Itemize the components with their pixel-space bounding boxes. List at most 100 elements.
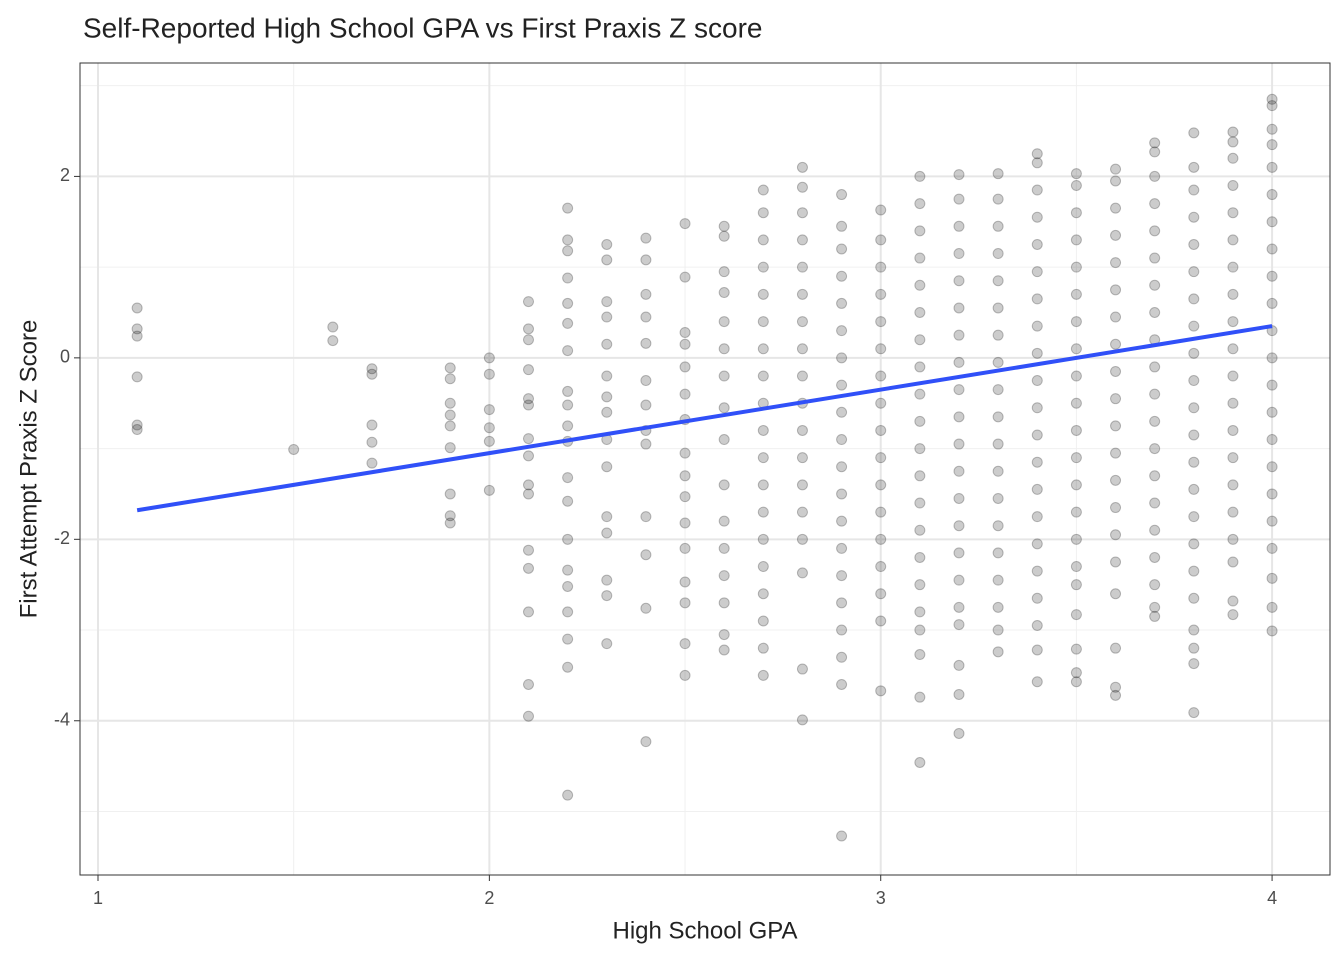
point — [1227, 288, 1239, 300]
point — [1266, 572, 1278, 584]
point — [953, 248, 965, 260]
point — [1227, 152, 1239, 164]
point — [1266, 379, 1278, 391]
point — [679, 638, 691, 650]
point — [1031, 375, 1043, 387]
point — [875, 588, 887, 600]
point — [914, 225, 926, 237]
point — [875, 615, 887, 627]
point — [718, 402, 730, 414]
point — [1070, 168, 1082, 180]
point — [1149, 279, 1161, 291]
point — [992, 492, 1004, 504]
point — [796, 452, 808, 464]
point — [1188, 347, 1200, 359]
point — [992, 248, 1004, 260]
point — [875, 424, 887, 436]
point — [1070, 506, 1082, 518]
point — [640, 438, 652, 450]
x-tick-label: 3 — [876, 888, 886, 908]
plot-border — [79, 62, 1331, 876]
point — [1227, 261, 1239, 273]
point — [953, 547, 965, 559]
point — [1227, 343, 1239, 355]
point — [1070, 234, 1082, 246]
point — [757, 615, 769, 627]
point — [1188, 184, 1200, 196]
point — [796, 207, 808, 219]
point — [1149, 388, 1161, 400]
point — [522, 606, 534, 618]
point — [914, 279, 926, 291]
point — [757, 506, 769, 518]
point — [718, 230, 730, 242]
point — [836, 488, 848, 500]
point — [914, 497, 926, 509]
point — [875, 370, 887, 382]
y-tick-label: 2 — [60, 165, 70, 185]
point — [875, 397, 887, 409]
point — [992, 465, 1004, 477]
point — [757, 642, 769, 654]
point — [562, 495, 574, 507]
point — [366, 363, 378, 375]
point — [444, 420, 456, 432]
point — [444, 397, 456, 409]
point — [914, 306, 926, 318]
point — [1266, 270, 1278, 282]
point — [875, 261, 887, 273]
point — [1070, 452, 1082, 464]
point — [875, 685, 887, 697]
point — [444, 442, 456, 454]
point — [914, 415, 926, 427]
point — [1227, 556, 1239, 568]
point — [953, 302, 965, 314]
point — [836, 325, 848, 337]
point — [640, 736, 652, 748]
point — [562, 580, 574, 592]
chart-title: Self-Reported High School GPA vs First P… — [83, 12, 763, 43]
point — [914, 470, 926, 482]
point — [1110, 229, 1122, 241]
point — [992, 547, 1004, 559]
point — [679, 447, 691, 459]
point — [1070, 424, 1082, 436]
point — [757, 184, 769, 196]
point — [914, 252, 926, 264]
point — [1266, 243, 1278, 255]
point — [914, 691, 926, 703]
point — [640, 399, 652, 411]
point — [1266, 406, 1278, 418]
point — [1188, 161, 1200, 173]
point — [718, 629, 730, 641]
point — [992, 356, 1004, 368]
point — [1188, 456, 1200, 468]
point — [131, 371, 143, 383]
point — [836, 406, 848, 418]
point — [836, 597, 848, 609]
point — [953, 384, 965, 396]
point — [131, 323, 143, 335]
point — [875, 479, 887, 491]
point — [1188, 658, 1200, 670]
x-tick-label: 2 — [484, 888, 494, 908]
point — [718, 434, 730, 446]
point — [1266, 434, 1278, 446]
point — [1227, 397, 1239, 409]
point — [562, 633, 574, 645]
point — [679, 271, 691, 283]
point — [757, 288, 769, 300]
point — [1070, 179, 1082, 191]
point — [1227, 533, 1239, 545]
point — [562, 533, 574, 545]
point — [1031, 266, 1043, 278]
point — [953, 220, 965, 232]
point — [1031, 565, 1043, 577]
point — [1031, 676, 1043, 688]
point — [640, 602, 652, 614]
point — [1227, 316, 1239, 328]
point — [522, 393, 534, 405]
point — [953, 356, 965, 368]
point — [1110, 474, 1122, 486]
